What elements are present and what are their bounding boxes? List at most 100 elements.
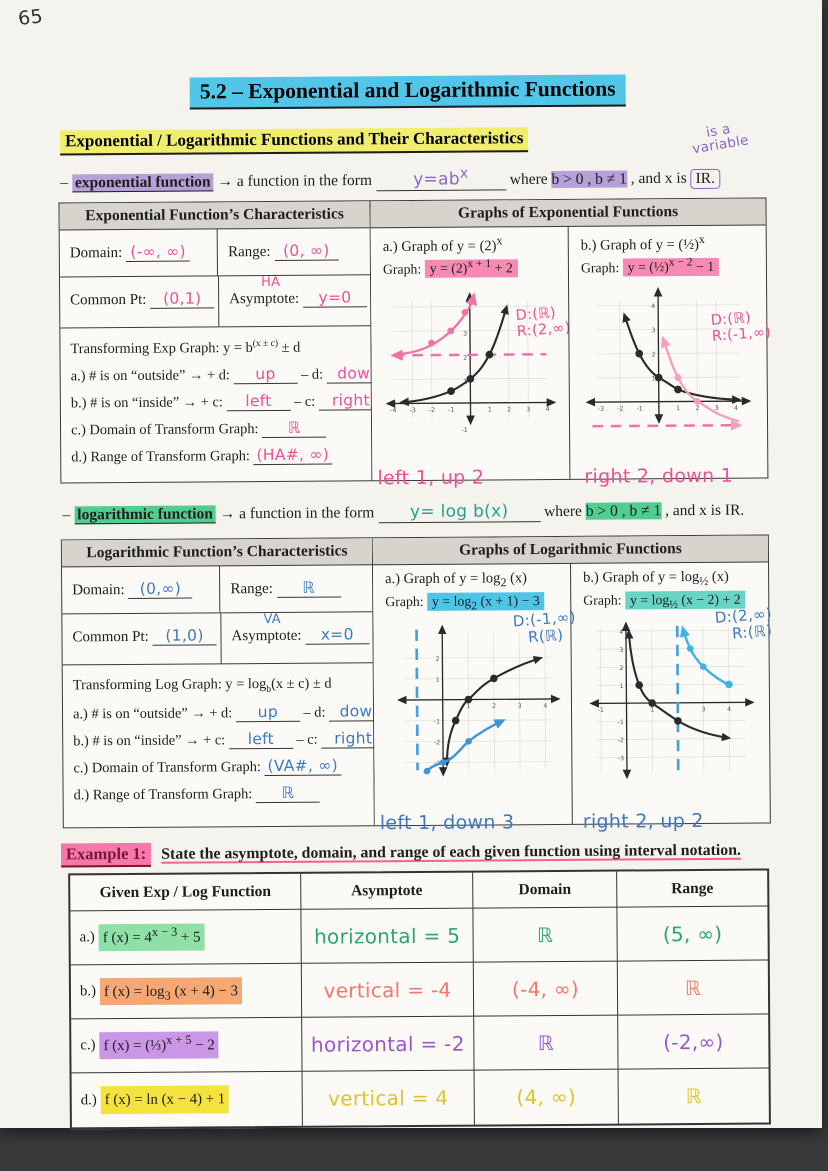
exp-graph-b-svg: -3 -2 -1 1 2 3 4 4 3 2 1 <box>585 287 752 431</box>
log-transform-line-c: c.) Domain of Transform Graph: (VA#, ∞) <box>73 756 367 777</box>
log-graph-b-svg: -1 1 3 4 4 3 2 1 -1 -2 -3 <box>589 621 755 779</box>
row-a-function-highlight: f (x) = 4x − 3 + 5 <box>98 923 205 952</box>
page-number-note: 65 <box>17 5 45 30</box>
exponential-definition: – exponential function → a function in t… <box>60 163 776 193</box>
svg-text:-2: -2 <box>617 406 623 413</box>
log-line-c-domain: (VA#, ∞) <box>264 756 342 776</box>
exp-common-pt-cell: Common Pt: (0,1) <box>60 276 218 327</box>
exp-def-term: exponential function <box>71 173 214 193</box>
log-transform-line-b: b.) # is on “inside” → + c: left – c: ri… <box>73 729 386 750</box>
parent-curve-points <box>447 351 494 396</box>
svg-text:-2: -2 <box>434 739 440 746</box>
log-asymptote-label: Asymptote: <box>231 627 302 645</box>
svg-text:-3: -3 <box>598 406 604 413</box>
exp-graph-b-plot: -3 -2 -1 1 2 3 4 4 3 2 1 <box>576 276 771 448</box>
parent-curve-points <box>451 674 498 724</box>
svg-text:2: 2 <box>619 665 623 672</box>
exp-transform-sup: (x ± c) <box>252 338 279 350</box>
exp-line-d-range: (HA#, ∞) <box>253 445 333 465</box>
exp-def-domain-box: IR. <box>690 168 721 189</box>
section-heading-row: Exponential / Logarithmic Functions and … <box>59 127 529 156</box>
exp-asymptote-value: y=0 <box>302 288 367 308</box>
row-b-asymptote: vertical = -4 <box>301 962 475 1018</box>
svg-text:-4: -4 <box>390 408 396 415</box>
exp-graph-a-equation: Graph: y = (2)x + 1 + 2 <box>383 258 568 279</box>
blue-vertical-asymptote-xneg1 <box>415 629 419 770</box>
y-axis <box>437 624 448 777</box>
svg-text:1: 1 <box>436 676 440 683</box>
example1-table: Given Exp / Log Function Asymptote Domai… <box>68 868 771 1130</box>
exp-graph-a-shift-note: left 1, up 2 <box>377 466 485 490</box>
log-graph-a-column: a.) Graph of y = log2 (x) Graph: y = log… <box>373 564 577 834</box>
svg-text:-1: -1 <box>618 719 624 726</box>
log-range-value: ℝ <box>276 578 341 598</box>
log-graph-b-domain-range-note: D:(2,∞) R:(ℝ) <box>713 604 773 642</box>
log-def-arrow-text: → a function in the form <box>219 504 375 523</box>
exp-transform-line-d: d.) Range of Transform Graph: (HA#, ∞) <box>71 445 365 466</box>
parent-curve-points <box>635 350 682 394</box>
row-c-function: c.) f (x) = (⅓)x + 5 − 2 <box>71 1017 303 1074</box>
svg-text:1: 1 <box>488 407 492 414</box>
exp-def-condition: b > 0 , b ≠ 1 <box>551 170 627 188</box>
exp-domain-cell: Domain: (-∞, ∞) <box>60 229 218 276</box>
exp-line-c-domain: ℝ <box>262 418 327 438</box>
section-heading: Exponential / Logarithmic Functions and … <box>59 127 529 156</box>
exp-transform-post: ± d <box>281 339 301 356</box>
exp-graph-a-domain-range-note: D:(ℝ) R:(2,∞) <box>515 305 572 341</box>
row-d-asymptote: vertical = 4 <box>302 1070 475 1126</box>
svg-text:-2: -2 <box>429 407 435 414</box>
log-def-tail: , and x is IR. <box>664 501 745 520</box>
col-header-asymptote: Asymptote <box>301 872 474 910</box>
log-graph-a-plot: 1 2 3 4 2 1 -1 -2 -3 <box>380 607 576 789</box>
exp-graph-b-heading: b.) Graph of y = (½)x <box>580 231 705 254</box>
exp-characteristics-title: Exponential Function’s Characteristics <box>59 201 370 231</box>
exp-range-label: Range: <box>228 243 271 261</box>
transformed-exponential-decay-curve <box>660 336 740 423</box>
transformed-log-curve <box>423 718 506 774</box>
y-axis <box>653 287 664 425</box>
log-range-cell: Range: ℝ <box>219 565 373 613</box>
svg-text:4: 4 <box>734 405 738 412</box>
example1-label: Example 1: <box>60 842 152 868</box>
exp-asymptote-note: HA <box>261 274 281 291</box>
col-header-function: Given Exp / Log Function <box>70 873 302 912</box>
log-common-pt-label: Common Pt: <box>72 628 149 646</box>
log-characteristics-panel: Logarithmic Function’s Characteristics D… <box>60 537 394 829</box>
log-graph-b-heading: b.) Graph of y = log½ (x) <box>583 568 729 588</box>
exp-range-cell: Range: (0, ∞) <box>216 228 370 276</box>
x-axis <box>589 697 755 708</box>
svg-text:-1: -1 <box>636 406 642 413</box>
svg-text:3: 3 <box>463 331 467 338</box>
log-common-pt-cell: Common Pt: (1,0) <box>62 613 220 664</box>
row-d-function-highlight: f (x) = ln (x − 4) + 1 <box>100 1085 230 1115</box>
svg-text:-3: -3 <box>410 407 416 414</box>
svg-text:1: 1 <box>650 706 654 713</box>
exp-domain-label: Domain: <box>69 245 123 262</box>
grid-lines <box>595 627 747 773</box>
transformed-curve-points <box>423 737 472 775</box>
row-b-range: ℝ <box>617 960 769 1016</box>
row-a-function: a.) f (x) = 4x − 3 + 5 <box>70 909 302 966</box>
exp-graph-a-svg: -4 -3 -2 -1 1 2 3 4 3 2 1 -1 <box>385 292 557 434</box>
svg-text:1: 1 <box>620 683 624 690</box>
row-c-asymptote: horizontal = -2 <box>302 1016 475 1072</box>
svg-text:3: 3 <box>715 405 719 412</box>
log-def-formula: y= log b(x) <box>378 501 541 524</box>
svg-text:4: 4 <box>543 702 547 709</box>
y-axis <box>621 621 632 779</box>
row-a-domain: ℝ <box>473 907 618 963</box>
log-def-condition: b > 0 , b ≠ 1 <box>585 502 662 520</box>
exp-asymptote-label: Asymptote: <box>229 290 300 308</box>
row-a-asymptote: horizontal = 5 <box>301 908 474 964</box>
exp-common-pt-label: Common Pt: <box>70 291 147 309</box>
exp-formula-exponent: x <box>459 165 469 182</box>
svg-text:2: 2 <box>436 655 440 662</box>
exp-line-b-left: left <box>226 391 291 412</box>
exp-def-bullet: – <box>60 174 69 192</box>
exp-transform-block: Transforming Exp Graph: y = b(x ± c) ± d… <box>60 325 391 467</box>
logarithmic-definition: – logarithmic function → a function in t… <box>63 499 779 525</box>
svg-text:-3: -3 <box>618 755 624 762</box>
exp-transform-line-a: a.) # is on “outside” → + d: up – d: dow… <box>71 363 391 385</box>
log-graphs-panel: Graphs of Logarithmic Functions a.) Grap… <box>372 534 773 834</box>
row-b-domain: (-4, ∞) <box>473 961 619 1017</box>
